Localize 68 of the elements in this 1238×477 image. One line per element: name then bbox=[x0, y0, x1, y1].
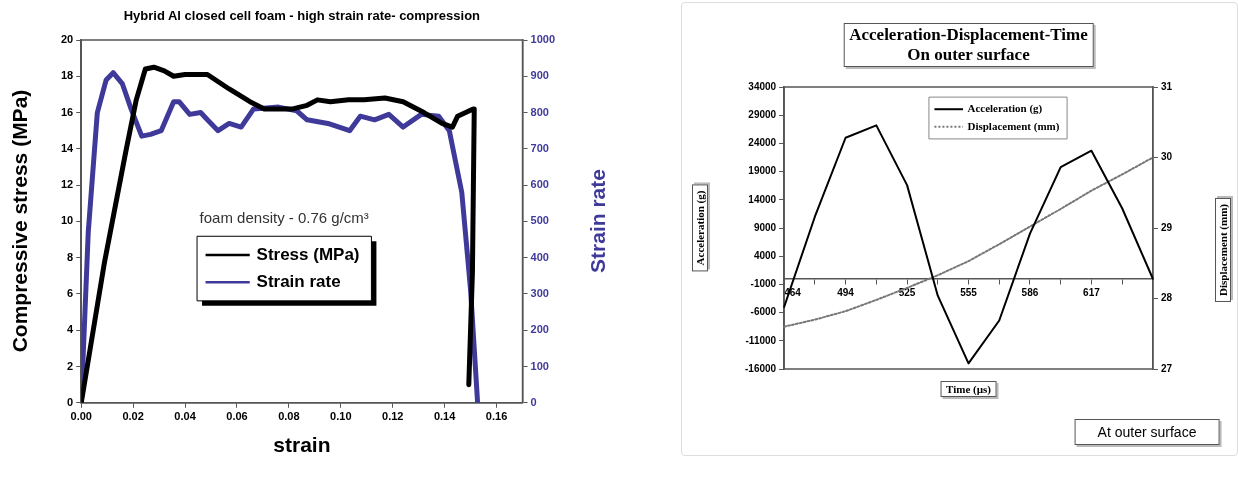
x-tick-label: 0.16 bbox=[485, 410, 508, 423]
legend-label: Acceleration (g) bbox=[967, 102, 1043, 116]
y2-tick-label: 27 bbox=[1160, 362, 1173, 374]
y2-tick-label: 700 bbox=[530, 141, 549, 154]
x-tick-label: 0.14 bbox=[433, 410, 457, 423]
y-tick-label: 10 bbox=[60, 214, 74, 227]
y2-tick-label: 100 bbox=[530, 359, 549, 372]
y-tick-label: 2 bbox=[67, 359, 74, 372]
x-tick-label: 0.08 bbox=[278, 410, 300, 423]
y-tick-label: -16000 bbox=[745, 362, 777, 374]
legend-label: Displacement (mm) bbox=[967, 119, 1060, 133]
x-tick-label: 0.06 bbox=[226, 410, 248, 423]
x-tick-label: 0.04 bbox=[174, 410, 197, 423]
y2-axis-title: Displacement (mm) bbox=[1215, 198, 1231, 302]
legend-label: Strain rate bbox=[256, 271, 341, 291]
chart-title: Acceleration-Displacement-Time bbox=[849, 25, 1088, 44]
y-tick-label: -1000 bbox=[750, 278, 777, 290]
x-axis-title: Time (µs) bbox=[940, 381, 997, 397]
x-tick-label: 0.00 bbox=[70, 410, 92, 423]
x-tick-label: 0.10 bbox=[330, 410, 352, 423]
y-tick-label: 16 bbox=[60, 105, 74, 118]
y2-tick-label: 300 bbox=[530, 286, 549, 299]
chart-subtitle: On outer surface bbox=[907, 45, 1030, 64]
y-tick-label: 18 bbox=[60, 69, 74, 82]
x-tick-label: 494 bbox=[837, 286, 855, 298]
y-tick-label: 12 bbox=[60, 178, 74, 191]
y-tick-label: 4 bbox=[67, 323, 75, 336]
x-tick-label: 617 bbox=[1083, 286, 1101, 298]
y-tick-label: 14 bbox=[60, 141, 75, 154]
y-tick-label: -11000 bbox=[745, 334, 777, 346]
y-tick-label: 4000 bbox=[753, 249, 777, 261]
line-series bbox=[783, 156, 1154, 328]
y2-tick-label: 0 bbox=[530, 395, 537, 408]
y2-tick-label: 1000 bbox=[530, 33, 556, 46]
x-tick-label: 555 bbox=[960, 286, 978, 298]
y-tick-label: 6 bbox=[67, 286, 74, 299]
y-tick-label: 14000 bbox=[748, 193, 777, 205]
y-tick-label: 8 bbox=[67, 250, 74, 263]
x-tick-label: 0.12 bbox=[382, 410, 404, 423]
y2-tick-label: 400 bbox=[530, 250, 549, 263]
y-tick-label: 24000 bbox=[748, 137, 777, 149]
x-tick-label: 525 bbox=[898, 286, 916, 298]
y-axis-title: Compressive stress (MPa) bbox=[8, 90, 32, 353]
y-tick-label: 9000 bbox=[753, 221, 777, 233]
y-tick-label: 0 bbox=[67, 395, 74, 408]
y2-tick-label: 800 bbox=[530, 105, 549, 118]
y2-tick-label: 600 bbox=[530, 178, 549, 191]
y2-tick-label: 28 bbox=[1160, 292, 1173, 304]
y-tick-label: 34000 bbox=[748, 80, 777, 92]
legend-label: Stress (MPa) bbox=[256, 244, 360, 264]
y-tick-label: -6000 bbox=[750, 306, 777, 318]
x-tick-label: 586 bbox=[1021, 286, 1039, 298]
y-tick-label: 19000 bbox=[748, 165, 777, 177]
x-tick-label: 0.02 bbox=[122, 410, 144, 423]
y-axis-title: Acceleration (g) bbox=[692, 184, 708, 272]
y2-tick-label: 30 bbox=[1160, 151, 1173, 163]
y2-tick-label: 31 bbox=[1160, 80, 1173, 92]
y-tick-label: 29000 bbox=[748, 108, 777, 120]
text: At outer surface bbox=[1074, 419, 1220, 445]
y2-tick-label: 900 bbox=[530, 69, 549, 82]
annotation: foam density - 0.76 g/cm³ bbox=[199, 209, 369, 227]
y2-tick-label: 500 bbox=[530, 214, 549, 227]
y2-tick-label: 29 bbox=[1160, 221, 1173, 233]
y2-axis-title: Strain rate bbox=[586, 169, 610, 274]
y2-tick-label: 200 bbox=[530, 323, 549, 336]
y-tick-label: 20 bbox=[60, 33, 74, 46]
chart-title: Hybrid Al closed cell foam - high strain rate- compression bbox=[123, 8, 481, 23]
x-axis-title: strain bbox=[273, 432, 331, 457]
